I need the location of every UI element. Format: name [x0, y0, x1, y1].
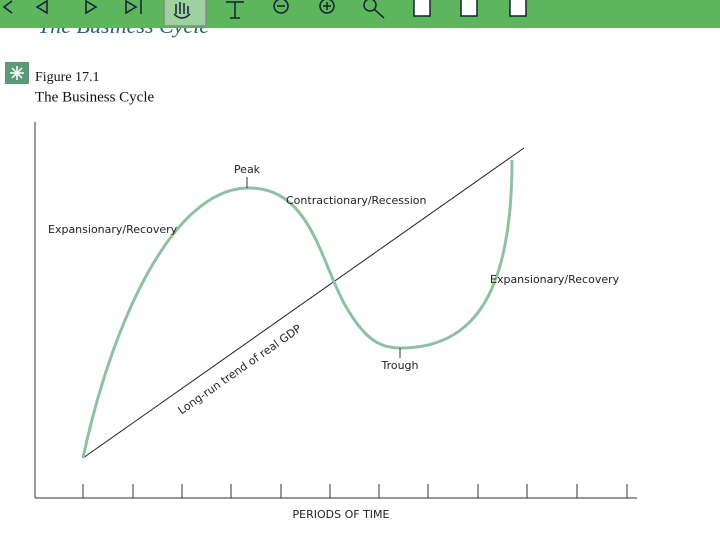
trend-label: Long-run trend of real GDP [176, 322, 305, 417]
first-button[interactable] [2, 0, 13, 14]
expansion-right-label: Expansionary/Recovery [490, 273, 620, 286]
last-button[interactable] [125, 0, 142, 15]
cycle-curve [81, 159, 514, 459]
toolbar [0, 0, 720, 28]
zoom-out[interactable] [273, 0, 289, 14]
search[interactable] [363, 0, 377, 12]
prev-button[interactable] [35, 0, 48, 15]
next-button[interactable] [85, 0, 98, 15]
fit-page[interactable] [509, 0, 527, 17]
fit-width[interactable] [460, 0, 478, 17]
zoom-in[interactable] [319, 0, 335, 14]
figure-number: Figure 17.1 [35, 70, 100, 85]
peak-label: Peak [234, 163, 261, 176]
expansion-left-label: Expansionary/Recovery [48, 223, 178, 236]
axes [34, 122, 637, 499]
toolbar-bg [0, 0, 720, 28]
hand-icon [173, 2, 191, 19]
x-axis-label: PERIODS OF TIME [293, 508, 390, 521]
trough-label: Trough [380, 359, 418, 372]
text-tool[interactable] [226, 1, 244, 19]
contraction-label: Contractionary/Recession [286, 194, 427, 207]
figure-title: The Business Cycle [35, 89, 154, 105]
trend-line [82, 147, 525, 459]
figure-icon-star [10, 66, 24, 80]
page-view[interactable] [413, 0, 431, 17]
hand-tool[interactable] [163, 0, 207, 27]
